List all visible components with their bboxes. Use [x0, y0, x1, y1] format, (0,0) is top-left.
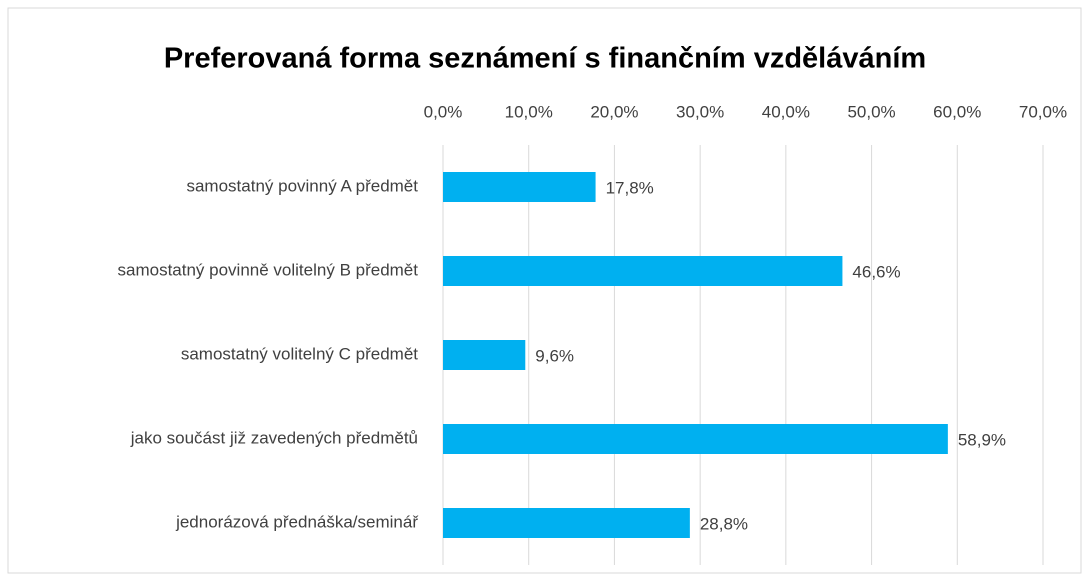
bar	[443, 508, 690, 538]
x-tick-label: 60,0%	[933, 102, 981, 121]
chart-border	[7, 7, 1082, 574]
x-tick-label: 20,0%	[590, 102, 638, 121]
data-label: 58,9%	[958, 430, 1006, 449]
y-tick-label: samostatný volitelný C předmět	[181, 344, 418, 363]
chart-title: Preferovaná forma seznámení s finančním …	[164, 43, 926, 75]
bar	[443, 256, 843, 286]
data-label: 9,6%	[535, 346, 574, 365]
y-tick-label: samostatný povinně volitelný B předmět	[118, 260, 419, 279]
y-tick-label: jednorázová přednáška/seminář	[175, 512, 418, 531]
x-tick-label: 0,0%	[424, 102, 463, 121]
y-tick-label: samostatný povinný A předmět	[186, 176, 418, 195]
data-label: 46,6%	[852, 262, 900, 281]
data-label: 17,8%	[606, 178, 654, 197]
x-tick-label: 70,0%	[1019, 102, 1067, 121]
x-tick-label: 40,0%	[762, 102, 810, 121]
x-tick-label: 30,0%	[676, 102, 724, 121]
bar	[443, 172, 596, 202]
bar	[443, 424, 948, 454]
y-tick-label: jako součást již zavedených předmětů	[130, 428, 418, 447]
bar	[443, 340, 526, 370]
x-tick-label: 50,0%	[847, 102, 895, 121]
data-label: 28,8%	[700, 514, 748, 533]
x-tick-label: 10,0%	[505, 102, 553, 121]
